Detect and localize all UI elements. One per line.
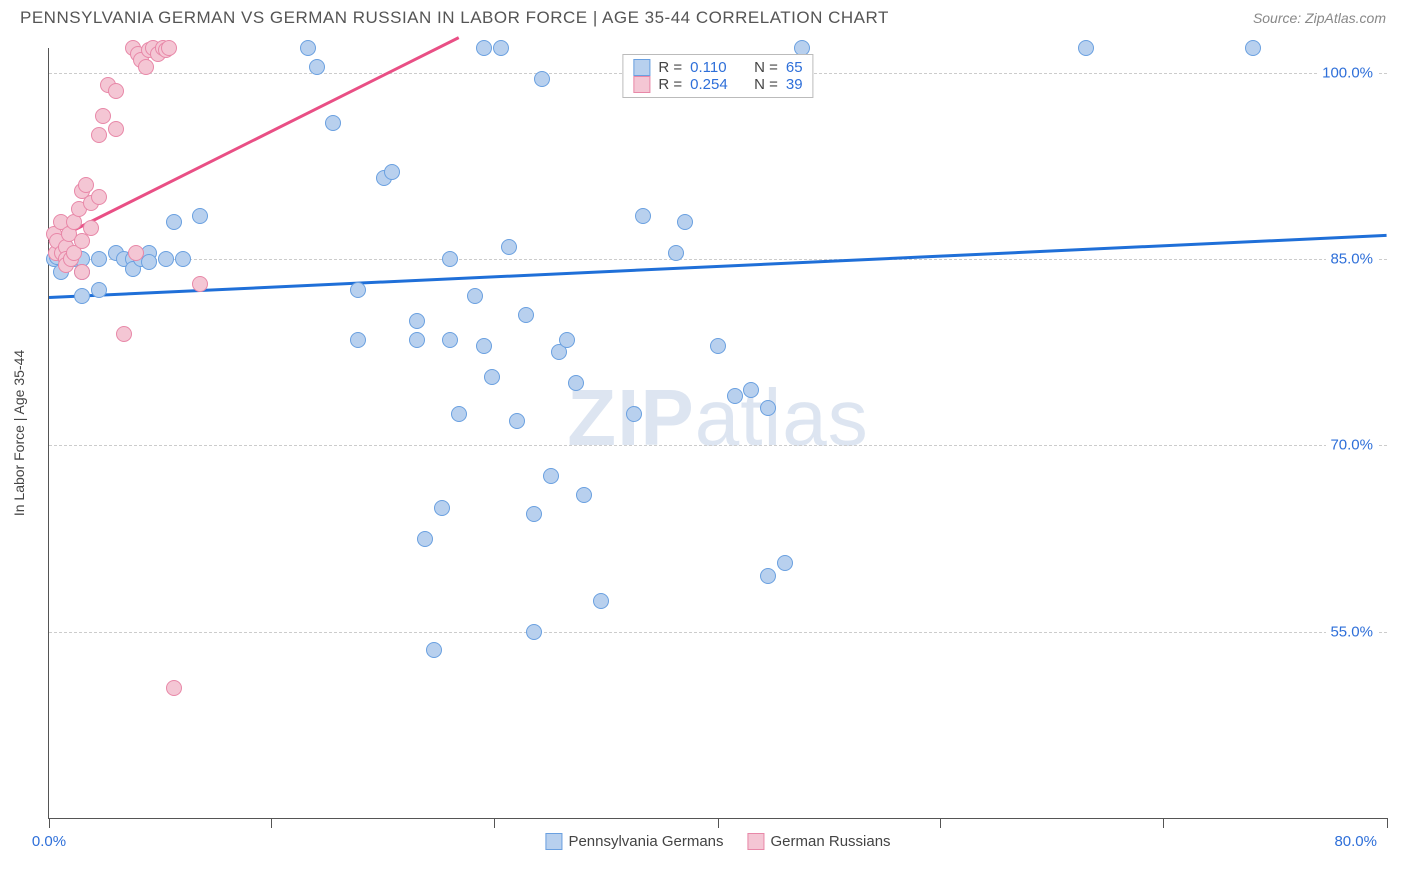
data-point (476, 40, 492, 56)
data-point (192, 276, 208, 292)
data-point (78, 177, 94, 193)
data-point (300, 40, 316, 56)
data-point (526, 624, 542, 640)
x-tick-label: 0.0% (32, 833, 66, 850)
data-point (83, 220, 99, 236)
series-legend: Pennsylvania GermansGerman Russians (545, 833, 890, 850)
data-point (74, 264, 90, 280)
data-point (409, 332, 425, 348)
gridline (49, 632, 1387, 633)
data-point (543, 468, 559, 484)
data-point (91, 189, 107, 205)
data-point (108, 121, 124, 137)
data-point (442, 251, 458, 267)
data-point (116, 326, 132, 342)
source-label: Source: ZipAtlas.com (1253, 10, 1386, 26)
data-point (108, 83, 124, 99)
data-point (175, 251, 191, 267)
data-point (309, 59, 325, 75)
data-point (141, 254, 157, 270)
data-point (442, 332, 458, 348)
data-point (350, 332, 366, 348)
y-axis-title: In Labor Force | Age 35-44 (11, 350, 27, 516)
y-tick-label: 70.0% (1326, 437, 1377, 454)
x-tick (718, 818, 719, 828)
data-point (1245, 40, 1261, 56)
data-point (138, 59, 154, 75)
data-point (626, 406, 642, 422)
x-tick (49, 818, 50, 828)
data-point (128, 245, 144, 261)
data-point (467, 288, 483, 304)
data-point (760, 400, 776, 416)
y-tick-label: 100.0% (1318, 64, 1377, 81)
data-point (526, 506, 542, 522)
x-tick-label: 80.0% (1334, 833, 1377, 850)
data-point (350, 282, 366, 298)
data-point (95, 108, 111, 124)
data-point (777, 555, 793, 571)
scatter-plot: In Labor Force | Age 35-44 ZIPatlas 55.0… (48, 48, 1387, 819)
data-point (384, 164, 400, 180)
data-point (158, 251, 174, 267)
y-tick-label: 85.0% (1326, 251, 1377, 268)
data-point (476, 338, 492, 354)
data-point (325, 115, 341, 131)
data-point (484, 369, 500, 385)
gridline (49, 259, 1387, 260)
y-tick-label: 55.0% (1326, 623, 1377, 640)
data-point (91, 282, 107, 298)
data-point (534, 71, 550, 87)
data-point (74, 288, 90, 304)
data-point (727, 388, 743, 404)
x-tick (494, 818, 495, 828)
data-point (677, 214, 693, 230)
data-point (576, 487, 592, 503)
x-tick (940, 818, 941, 828)
data-point (743, 382, 759, 398)
data-point (91, 127, 107, 143)
data-point (509, 413, 525, 429)
trend-line (48, 36, 459, 243)
data-point (166, 214, 182, 230)
data-point (501, 239, 517, 255)
data-point (518, 307, 534, 323)
data-point (1078, 40, 1094, 56)
data-point (409, 313, 425, 329)
x-tick (1387, 818, 1388, 828)
x-tick (1163, 818, 1164, 828)
data-point (710, 338, 726, 354)
data-point (161, 40, 177, 56)
data-point (760, 568, 776, 584)
data-point (434, 500, 450, 516)
trend-line (49, 234, 1387, 299)
data-point (417, 531, 433, 547)
data-point (559, 332, 575, 348)
data-point (593, 593, 609, 609)
data-point (166, 680, 182, 696)
x-tick (271, 818, 272, 828)
data-point (568, 375, 584, 391)
watermark: ZIPatlas (567, 372, 868, 464)
correlation-legend: R =0.110N =65R =0.254N =39 (622, 54, 813, 98)
data-point (668, 245, 684, 261)
data-point (635, 208, 651, 224)
chart-title: PENNSYLVANIA GERMAN VS GERMAN RUSSIAN IN… (20, 8, 889, 28)
data-point (192, 208, 208, 224)
data-point (426, 642, 442, 658)
data-point (91, 251, 107, 267)
gridline (49, 445, 1387, 446)
data-point (451, 406, 467, 422)
data-point (493, 40, 509, 56)
